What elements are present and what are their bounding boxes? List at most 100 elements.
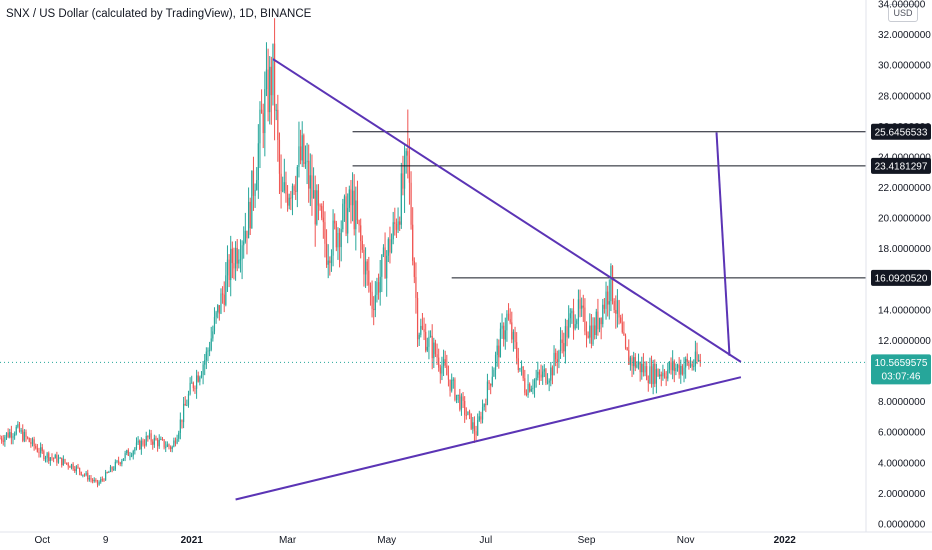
candle-body xyxy=(161,439,164,441)
y-tick-label: 34.000000 xyxy=(878,0,926,11)
candle-body xyxy=(480,416,482,420)
candle-body xyxy=(98,482,100,485)
candle-body xyxy=(244,230,246,242)
candle-body xyxy=(582,305,584,308)
candle-body xyxy=(577,299,580,321)
candle-body xyxy=(93,480,95,482)
candle-body xyxy=(628,350,630,365)
candle-body xyxy=(433,342,435,359)
candle-body xyxy=(51,457,53,459)
candle-body xyxy=(4,436,6,442)
candle-body xyxy=(325,243,328,265)
candle-body xyxy=(298,146,300,167)
candle-body xyxy=(519,367,521,370)
candle-body xyxy=(694,351,696,366)
candle-body xyxy=(579,299,581,309)
candle-body xyxy=(101,479,103,481)
candle-body xyxy=(548,380,550,383)
candle-body xyxy=(135,442,138,449)
currency-button[interactable]: USD xyxy=(888,4,918,22)
candle-body xyxy=(43,451,45,460)
candle-body xyxy=(467,411,469,416)
price-tags: 25.6456533 23.4181297 16.0920520 10.5659575… xyxy=(871,123,931,385)
candle-body xyxy=(72,464,74,470)
candle-body xyxy=(57,458,60,463)
candle-body xyxy=(434,342,437,355)
candle-body xyxy=(447,375,450,380)
candle-body xyxy=(574,324,576,329)
candle-body xyxy=(246,230,248,239)
candle-body xyxy=(608,301,610,305)
candle-body xyxy=(2,440,4,442)
candle-body xyxy=(688,361,690,367)
candle-body xyxy=(493,369,495,377)
candle-body xyxy=(517,358,519,370)
candle-body xyxy=(147,436,149,438)
candle-body xyxy=(191,382,193,384)
candle-body xyxy=(269,66,271,113)
candle-body xyxy=(347,207,349,234)
candle-body xyxy=(230,248,232,281)
candle-body xyxy=(124,453,126,459)
level-price-tag xyxy=(871,123,931,140)
candle-body xyxy=(420,325,422,335)
candle-body xyxy=(59,457,61,459)
y-tick-label: 12.0000000 xyxy=(878,336,931,347)
candle-body xyxy=(160,439,162,441)
candle-body xyxy=(221,293,224,295)
candle-body xyxy=(210,338,212,350)
candle-body xyxy=(486,381,489,405)
candle-body xyxy=(374,294,376,311)
candle-body xyxy=(27,437,29,439)
candle-body xyxy=(48,453,50,462)
candle-body xyxy=(672,361,674,371)
price-axis: 0.0000000 2.0000000 4.0000000 6.0000000 8.00… xyxy=(0,0,932,533)
candle-body xyxy=(522,366,524,379)
candle-body xyxy=(538,371,541,375)
candle-body xyxy=(329,260,331,264)
candle-body xyxy=(507,313,510,320)
level-price-tag xyxy=(871,269,931,286)
candle-body xyxy=(537,371,539,378)
candle-body xyxy=(311,175,313,199)
candle-body xyxy=(234,247,237,269)
candle-body xyxy=(31,439,34,444)
candle-body xyxy=(685,358,687,368)
candle-body xyxy=(212,331,214,339)
candle-body xyxy=(273,43,276,111)
candle-body xyxy=(44,457,47,460)
candle-body xyxy=(301,135,303,161)
candle-body xyxy=(568,318,570,338)
candle-body xyxy=(96,480,99,485)
candle-body xyxy=(208,349,211,351)
candle-body xyxy=(256,180,258,190)
candle-body xyxy=(332,220,334,256)
candle-body xyxy=(62,459,64,466)
candle-body xyxy=(119,462,121,464)
candle-body xyxy=(338,232,341,248)
candle-body xyxy=(494,354,497,370)
candle-body xyxy=(551,367,554,376)
candle-body xyxy=(530,388,532,392)
candle-body xyxy=(470,413,472,429)
candle-body xyxy=(137,440,139,443)
candle-body xyxy=(670,362,672,371)
candle-body xyxy=(626,347,628,351)
candle-body xyxy=(278,139,281,174)
candle-body xyxy=(330,255,333,264)
candle-body xyxy=(639,361,641,373)
candle-body xyxy=(451,379,453,391)
candle-body xyxy=(207,350,209,352)
candle-body xyxy=(524,378,526,393)
candle-body xyxy=(223,294,225,305)
candle-body xyxy=(620,317,622,323)
x-tick-label: Oct xyxy=(34,535,50,546)
candle-body xyxy=(218,305,220,314)
candle-body xyxy=(239,259,242,261)
candle-body xyxy=(66,462,68,464)
candle-body xyxy=(680,365,682,375)
y-tick-label: 8.0000000 xyxy=(878,397,926,408)
candle-body xyxy=(22,430,24,441)
candle-body xyxy=(615,310,617,314)
